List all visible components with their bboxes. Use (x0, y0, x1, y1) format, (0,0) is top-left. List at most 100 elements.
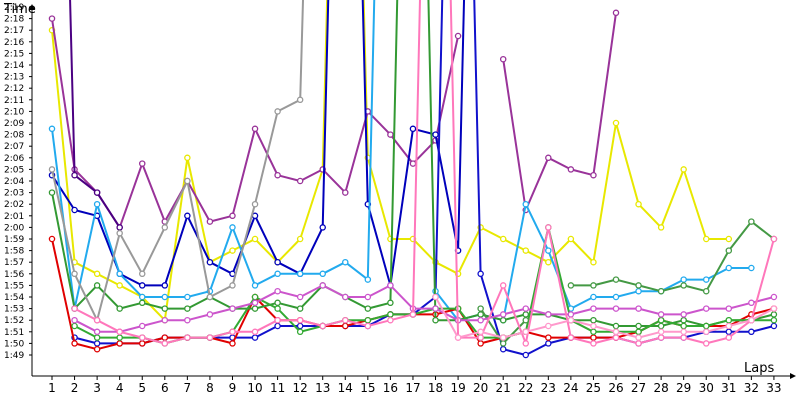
data-point (499, 235, 507, 243)
data-point (612, 328, 620, 336)
data-point (71, 270, 78, 278)
data-point (454, 334, 462, 341)
data-point (342, 189, 349, 196)
data-point (770, 293, 778, 301)
data-point (702, 235, 710, 243)
x-tick-label: 27 (631, 381, 646, 395)
data-point (138, 299, 146, 307)
y-tick-label: 2:10 (4, 107, 24, 117)
data-point (71, 305, 78, 312)
x-tick-label: 22 (518, 381, 533, 395)
data-point (364, 316, 372, 324)
data-point (229, 212, 236, 220)
x-tick-label: 6 (161, 381, 169, 395)
data-point (319, 282, 326, 289)
data-point (702, 287, 710, 295)
data-point (612, 322, 620, 330)
data-point (477, 340, 484, 347)
data-point (48, 235, 56, 243)
data-point (522, 316, 530, 324)
data-point (770, 305, 778, 312)
data-point (71, 316, 78, 324)
data-point (116, 334, 123, 341)
data-point (93, 200, 101, 208)
data-point (93, 282, 101, 289)
data-point (251, 305, 259, 312)
data-point (499, 316, 507, 324)
data-point (409, 311, 417, 318)
series-2 (48, 9, 620, 231)
data-point (432, 131, 439, 138)
x-tick-label: 5 (138, 381, 146, 395)
x-tick-label: 23 (541, 381, 556, 395)
data-point (274, 171, 281, 179)
y-tick-label: 2:12 (4, 84, 24, 94)
data-point (590, 328, 597, 336)
data-point (48, 189, 56, 196)
data-point (567, 282, 575, 289)
x-tick-label: 4 (116, 381, 124, 395)
data-point (274, 108, 281, 115)
data-point (702, 340, 710, 347)
x-tick-label: 30 (699, 381, 714, 395)
data-point (499, 282, 507, 289)
data-point (432, 293, 439, 301)
data-point (567, 334, 575, 341)
x-tick-label: 2 (71, 381, 79, 395)
data-point (116, 328, 123, 336)
y-tick-label: 1:57 (4, 258, 24, 268)
data-point (522, 247, 530, 254)
x-tick-label: 16 (383, 381, 398, 395)
data-point (206, 293, 214, 301)
data-point (387, 316, 394, 324)
data-point (229, 305, 236, 312)
data-point (296, 328, 304, 336)
y-tick-label: 1:49 (4, 351, 24, 361)
data-point (522, 340, 530, 347)
data-point (138, 322, 146, 330)
y-tick-label: 2:04 (4, 177, 24, 187)
data-point (545, 311, 552, 318)
y-tick-label: 2:05 (4, 165, 24, 175)
data-point (612, 334, 620, 341)
data-point (251, 293, 259, 301)
y-tick-label: 1:59 (4, 235, 24, 245)
data-point (477, 328, 484, 336)
data-point (432, 305, 439, 312)
data-point (702, 328, 710, 336)
data-point (342, 293, 349, 301)
y-tick-label: 2:14 (4, 61, 24, 71)
data-point (635, 322, 642, 330)
data-point (545, 322, 552, 330)
data-point (545, 224, 552, 231)
data-point (432, 316, 439, 324)
x-tick-label: 8 (206, 381, 214, 395)
data-point (657, 322, 665, 330)
data-point (545, 340, 552, 347)
data-point (342, 316, 349, 324)
data-point (499, 55, 507, 63)
data-point (93, 340, 101, 347)
data-point (635, 334, 642, 341)
data-point (770, 322, 778, 330)
data-point (274, 316, 281, 324)
data-point (635, 328, 642, 336)
data-point (612, 293, 620, 301)
data-point (635, 305, 642, 312)
data-point (725, 328, 733, 336)
data-point (748, 328, 755, 336)
x-axis-label: Laps (744, 361, 774, 376)
data-point (499, 311, 507, 318)
data-point (364, 276, 372, 283)
data-point (48, 15, 56, 22)
x-tick-label: 15 (360, 381, 375, 395)
data-point (342, 322, 349, 330)
data-point (184, 212, 191, 220)
data-point (680, 316, 687, 324)
data-point (319, 224, 326, 231)
data-point (499, 334, 507, 341)
data-point (657, 334, 665, 341)
data-point (725, 264, 733, 272)
series-line (74, 0, 775, 345)
x-tick-label: 14 (338, 381, 353, 395)
